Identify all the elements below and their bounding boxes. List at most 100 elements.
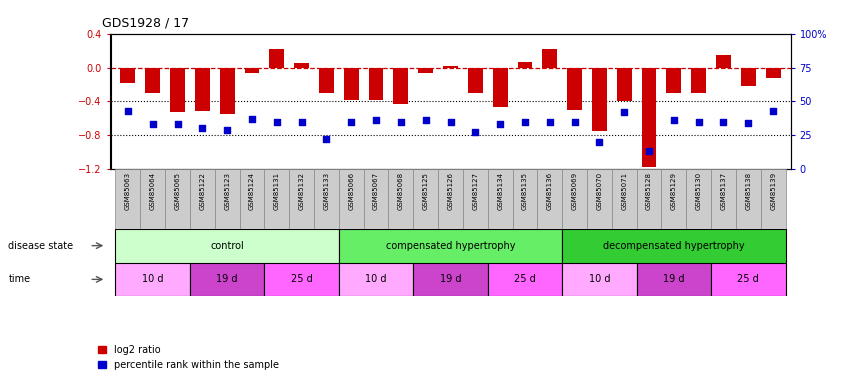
- Point: [667, 117, 681, 123]
- Text: GSM85131: GSM85131: [274, 172, 280, 210]
- Bar: [592, 68, 607, 131]
- Text: 10 d: 10 d: [366, 274, 387, 284]
- Bar: [711, 169, 736, 229]
- Bar: [264, 169, 289, 229]
- Text: GSM85130: GSM85130: [695, 172, 702, 210]
- Point: [295, 118, 309, 124]
- Text: 19 d: 19 d: [663, 274, 684, 284]
- Point: [767, 108, 780, 114]
- Text: GSM85065: GSM85065: [174, 172, 180, 210]
- Text: GSM85123: GSM85123: [224, 172, 230, 210]
- Bar: [438, 169, 463, 229]
- Bar: [165, 169, 190, 229]
- Text: GSM85136: GSM85136: [547, 172, 553, 210]
- Bar: [562, 229, 785, 262]
- Point: [518, 118, 532, 124]
- Bar: [289, 169, 314, 229]
- Text: GSM85137: GSM85137: [721, 172, 727, 210]
- Text: GSM85138: GSM85138: [745, 172, 751, 210]
- Bar: [116, 262, 190, 296]
- Bar: [240, 169, 264, 229]
- Bar: [319, 68, 334, 93]
- Bar: [468, 68, 483, 93]
- Text: GSM85070: GSM85070: [597, 172, 603, 210]
- Legend: log2 ratio, percentile rank within the sample: log2 ratio, percentile rank within the s…: [99, 345, 279, 370]
- Bar: [195, 68, 210, 111]
- Bar: [463, 169, 488, 229]
- Text: GSM85132: GSM85132: [298, 172, 304, 210]
- Text: compensated hypertrophy: compensated hypertrophy: [386, 241, 515, 250]
- Bar: [339, 169, 364, 229]
- Bar: [612, 169, 637, 229]
- Bar: [116, 229, 339, 262]
- Point: [592, 139, 606, 145]
- Bar: [761, 169, 785, 229]
- Text: GSM85135: GSM85135: [522, 172, 528, 210]
- Bar: [686, 169, 711, 229]
- Point: [468, 129, 482, 135]
- Text: GSM85066: GSM85066: [348, 172, 354, 210]
- Text: 19 d: 19 d: [217, 274, 238, 284]
- Bar: [343, 68, 359, 100]
- Text: control: control: [210, 241, 244, 250]
- Bar: [369, 68, 383, 100]
- Text: 10 d: 10 d: [589, 274, 610, 284]
- Bar: [116, 169, 140, 229]
- Bar: [562, 262, 637, 296]
- Bar: [394, 68, 408, 104]
- Point: [171, 121, 184, 127]
- Point: [692, 118, 706, 124]
- Text: GSM85063: GSM85063: [125, 172, 131, 210]
- Bar: [637, 169, 661, 229]
- Text: 25 d: 25 d: [291, 274, 313, 284]
- Bar: [339, 229, 562, 262]
- Bar: [493, 68, 507, 107]
- Bar: [518, 62, 532, 68]
- Text: decompensated hypertrophy: decompensated hypertrophy: [603, 241, 745, 250]
- Bar: [537, 169, 562, 229]
- Text: disease state: disease state: [8, 241, 74, 250]
- Text: GSM85126: GSM85126: [447, 172, 454, 210]
- Point: [270, 118, 284, 124]
- Text: GSM85067: GSM85067: [373, 172, 379, 210]
- Bar: [488, 262, 562, 296]
- Bar: [294, 63, 309, 68]
- Point: [220, 127, 234, 133]
- Bar: [190, 169, 215, 229]
- Bar: [637, 262, 711, 296]
- Point: [617, 109, 631, 115]
- Bar: [736, 169, 761, 229]
- Point: [717, 118, 730, 124]
- Bar: [388, 169, 413, 229]
- Text: GSM85133: GSM85133: [323, 172, 330, 210]
- Bar: [766, 68, 780, 78]
- Bar: [642, 68, 656, 167]
- Point: [643, 148, 656, 154]
- Bar: [666, 68, 682, 93]
- Bar: [711, 262, 785, 296]
- Bar: [418, 68, 434, 74]
- Bar: [562, 169, 587, 229]
- Point: [344, 118, 358, 124]
- Bar: [513, 169, 537, 229]
- Bar: [542, 49, 558, 68]
- Bar: [269, 49, 284, 68]
- Bar: [140, 169, 165, 229]
- Bar: [190, 262, 264, 296]
- Point: [369, 117, 382, 123]
- Bar: [121, 68, 135, 83]
- Point: [419, 117, 433, 123]
- Bar: [364, 169, 388, 229]
- Bar: [488, 169, 513, 229]
- Text: GSM85069: GSM85069: [571, 172, 578, 210]
- Text: 25 d: 25 d: [738, 274, 759, 284]
- Text: GSM85125: GSM85125: [422, 172, 428, 210]
- Bar: [314, 169, 339, 229]
- Text: 19 d: 19 d: [439, 274, 462, 284]
- Text: GSM85134: GSM85134: [497, 172, 503, 210]
- Text: GSM85071: GSM85071: [621, 172, 627, 210]
- Point: [320, 136, 333, 142]
- Text: 25 d: 25 d: [514, 274, 536, 284]
- Bar: [264, 262, 339, 296]
- Point: [245, 116, 258, 122]
